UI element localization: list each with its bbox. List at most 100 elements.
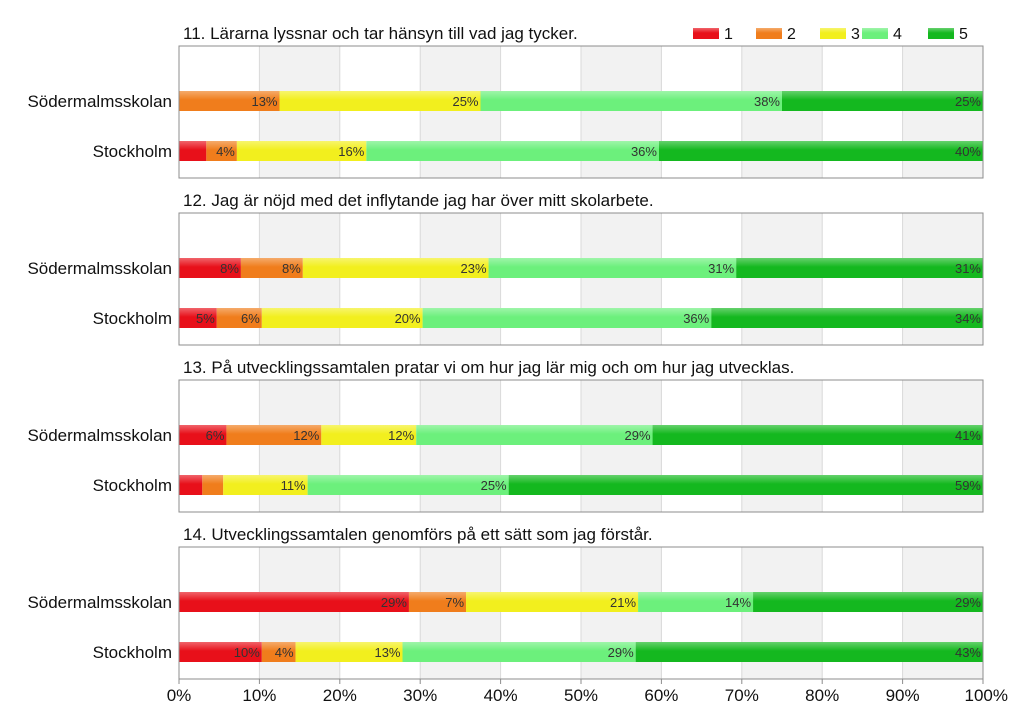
chart-panel-14: 14. Utvecklingssamtalen genomförs på ett… [27,525,984,680]
plot-frame [178,212,984,346]
data-label: 7% [445,595,464,610]
bar-segment-2 [179,91,280,111]
data-label: 59% [955,478,981,493]
data-label: 29% [381,595,407,610]
bar-segment-4 [488,258,737,278]
data-label: 31% [708,261,734,276]
bar-segment-2 [240,258,303,278]
data-label: 14% [725,595,751,610]
category-label: Södermalmsskolan [27,426,172,445]
bar-segment-4 [416,425,653,445]
bar-segment-1 [179,425,227,445]
bar-segment-2 [216,308,262,328]
bar-segment-5 [782,91,983,111]
category-label: Stockholm [93,476,172,495]
legend-swatch [756,28,782,39]
data-label: 8% [220,261,239,276]
bar-segment-4 [638,592,754,612]
x-tick-label: 80% [805,686,839,705]
data-label: 31% [955,261,981,276]
x-tick-label: 0% [167,686,192,705]
bar-segment-5 [753,592,983,612]
bar-segment-2 [261,642,296,662]
data-label: 21% [610,595,636,610]
data-label: 5% [196,311,215,326]
data-label: 8% [282,261,301,276]
bar-segment-4 [307,475,509,495]
data-label: 29% [955,595,981,610]
data-label: 12% [388,428,414,443]
x-tick-label: 30% [403,686,437,705]
x-axis: 0% 10% 20% 30% 40% 50% 60% 70% 80% 90% 100% [167,679,1008,705]
category-label: Södermalmsskolan [27,92,172,111]
legend-label: 1 [724,26,733,43]
data-label: 23% [461,261,487,276]
bar-segment-4 [480,91,782,111]
chart-title: 13. På utvecklingssamtalen pratar vi om … [183,358,794,377]
data-label: 4% [216,144,235,159]
bar-segment-5 [736,258,983,278]
data-label: 36% [683,311,709,326]
x-tick-label: 50% [564,686,598,705]
bar-segment-1 [179,141,207,161]
bar-segment-2 [408,592,467,612]
category-label: Stockholm [93,643,172,662]
bar-segment-3 [223,475,308,495]
x-tick-label: 40% [484,686,518,705]
data-label: 13% [374,645,400,660]
bar-segment-1 [179,308,217,328]
chart-panel-12: 12. Jag är nöjd med det inflytande jag h… [27,191,984,346]
bar-segment-1 [179,592,409,612]
data-label: 20% [395,311,421,326]
x-tick-label: 60% [644,686,678,705]
chart-title: 11. Lärarna lyssnar och tar hänsyn till … [183,24,578,43]
legend-swatch [928,28,954,39]
bar-segment-4 [422,308,712,328]
plot-frame [178,379,984,513]
data-label: 29% [625,428,651,443]
bar-segment-2 [202,475,224,495]
plot-frame [178,45,984,179]
bar-segment-3 [295,642,403,662]
chart-panel-11: 11. Lärarna lyssnar och tar hänsyn till … [27,24,984,179]
bar-segment-3 [279,91,481,111]
data-label: 43% [955,645,981,660]
category-label: Södermalmsskolan [27,259,172,278]
x-tick-label: 10% [242,686,276,705]
bar-segment-3 [236,141,367,161]
x-tick-label: 100% [965,686,1008,705]
category-label: Södermalmsskolan [27,593,172,612]
bar-segment-1 [179,642,262,662]
x-tick-label: 20% [323,686,357,705]
bar-segment-5 [658,141,983,161]
bar-segment-4 [402,642,636,662]
bar-segment-3 [261,308,423,328]
data-label: 16% [338,144,364,159]
legend-swatch [693,28,719,39]
legend-label: 4 [893,26,902,43]
bar-segment-2 [226,425,322,445]
data-label: 36% [631,144,657,159]
bar-segment-3 [302,258,489,278]
data-label: 6% [206,428,225,443]
data-label: 41% [955,428,981,443]
bar-segment-1 [179,475,203,495]
data-label: 11% [281,478,306,493]
chart-title: 14. Utvecklingssamtalen genomförs på ett… [183,525,653,544]
bar-segment-5 [711,308,983,328]
legend-label: 2 [787,26,796,43]
data-label: 40% [955,144,981,159]
bar-segment-5 [652,425,983,445]
bar-segment-4 [366,141,659,161]
bar-segment-2 [206,141,237,161]
legend-swatch [820,28,846,39]
data-label: 25% [955,94,981,109]
category-label: Stockholm [93,142,172,161]
x-tick-label: 90% [886,686,920,705]
data-label: 13% [251,94,277,109]
data-label: 12% [293,428,319,443]
bar-segment-3 [466,592,639,612]
legend: 1 2 3 4 5 [693,26,968,43]
data-label: 4% [275,645,294,660]
